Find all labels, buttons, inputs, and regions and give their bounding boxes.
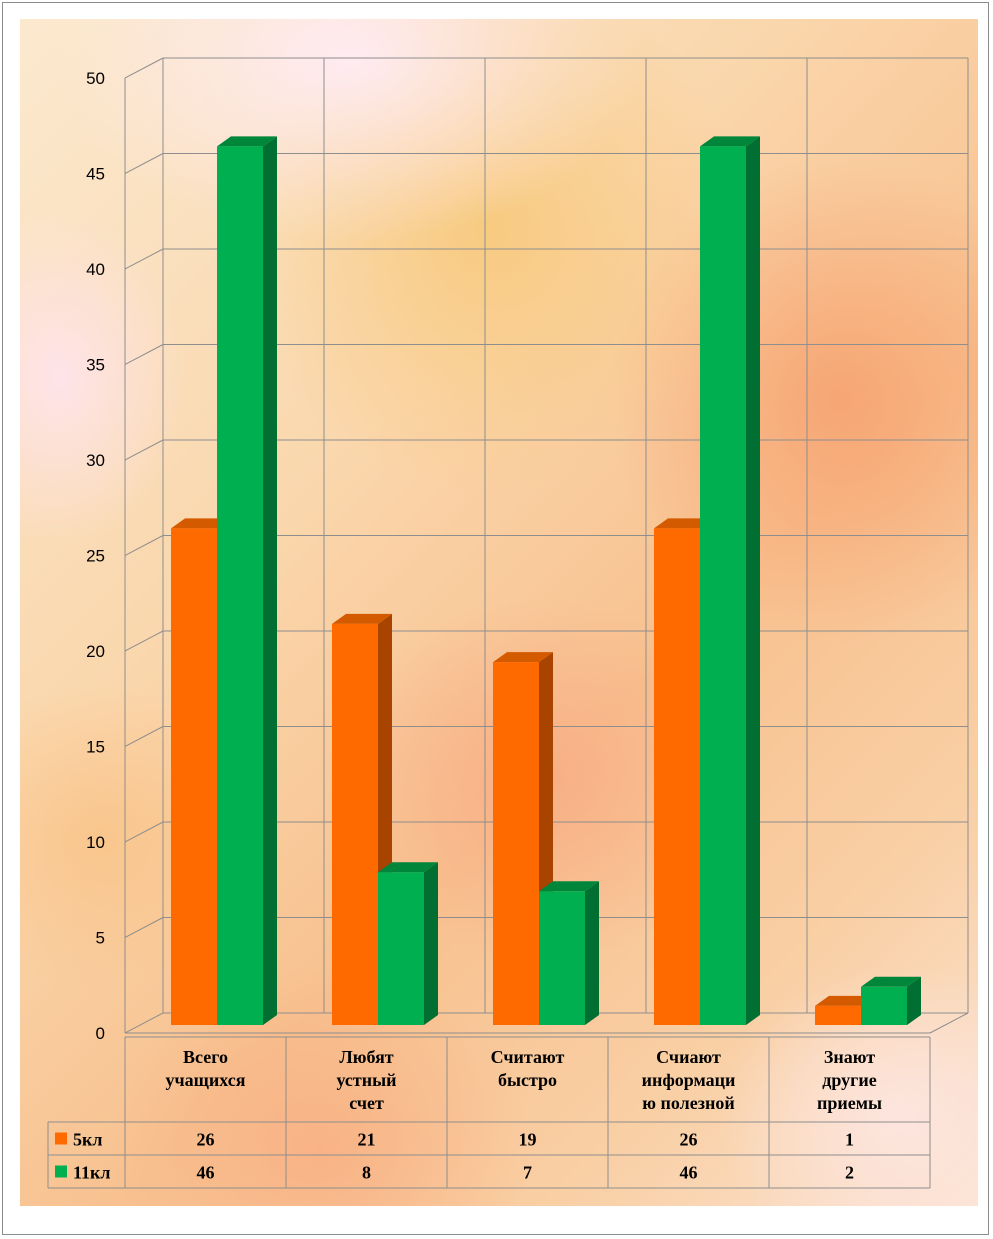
y-tick-label: 50	[86, 69, 105, 88]
bar-top	[493, 652, 553, 663]
category-label: быстро	[498, 1070, 557, 1090]
bar-top	[217, 136, 277, 147]
category-label: Счиают	[656, 1047, 721, 1067]
category-label: устный	[336, 1070, 396, 1090]
category-label: учащихся	[166, 1070, 246, 1090]
category-label: счет	[349, 1093, 384, 1113]
y-tick-label: 5	[96, 929, 105, 948]
bar-top	[861, 976, 921, 987]
gridline-side	[124, 1012, 164, 1034]
bar-front	[493, 662, 539, 1025]
legend-swatch	[55, 1165, 67, 1178]
y-tick-label: 15	[86, 738, 105, 757]
bar-top	[171, 518, 231, 529]
legend-label: 5кл	[73, 1130, 102, 1150]
bar-11кл-4	[861, 976, 921, 1025]
bar-front	[815, 1005, 861, 1025]
bar-front	[700, 146, 746, 1025]
bar-top	[700, 136, 760, 147]
y-tick-label: 35	[86, 356, 105, 375]
bar-front	[332, 623, 378, 1025]
data-label: 7	[523, 1163, 532, 1183]
category-label: приемы	[817, 1093, 882, 1113]
grid	[124, 57, 969, 1034]
gridline-side	[124, 344, 164, 365]
data-label: 19	[519, 1130, 537, 1150]
data-label: 2	[845, 1163, 854, 1183]
category-label: ю полезной	[642, 1093, 734, 1113]
gridline-side	[124, 535, 164, 556]
y-axis-ticks: 0 5 10 15 20 25 30 35 40 45 50	[86, 69, 105, 1043]
bar-front	[171, 528, 217, 1025]
bar-top	[815, 995, 875, 1006]
gridline-side	[124, 153, 164, 174]
gridline-side	[124, 917, 164, 938]
bar-11кл-1	[378, 862, 438, 1025]
bar-side	[424, 862, 438, 1025]
category-label: Знают	[824, 1047, 875, 1067]
floor-right-edge	[929, 1012, 969, 1034]
category-label: Всего	[183, 1047, 228, 1067]
bar-side	[746, 136, 760, 1025]
data-label: 1	[845, 1130, 854, 1150]
gridline-side	[124, 248, 164, 270]
y-tick-label: 10	[86, 833, 105, 852]
gridline-side	[124, 439, 164, 461]
bar-11кл-3	[700, 136, 760, 1025]
bar-side	[907, 976, 921, 1025]
category-label: информаци	[642, 1070, 736, 1090]
data-label: 8	[362, 1163, 371, 1183]
bar-front	[654, 528, 700, 1025]
y-tick-label: 20	[86, 642, 105, 661]
bar-front	[861, 986, 907, 1025]
data-label: 46	[680, 1163, 698, 1183]
category-label: Считают	[491, 1047, 565, 1067]
y-tick-label: 25	[86, 547, 105, 566]
y-tick-label: 30	[86, 451, 105, 470]
data-label: 26	[197, 1130, 215, 1150]
bar-top	[332, 613, 392, 624]
y-tick-label: 40	[86, 260, 105, 279]
gridline-side	[124, 57, 164, 79]
gridline-side	[124, 630, 164, 652]
category-label: Любят	[339, 1047, 393, 1067]
data-table: Всего учащихся Любят устный счет Считают быстр…	[47, 1036, 931, 1189]
gridline-side	[124, 821, 164, 843]
legend-swatch	[55, 1132, 67, 1145]
y-tick-label: 45	[86, 165, 105, 184]
bar-top	[378, 862, 438, 873]
bar-top	[539, 881, 599, 892]
bar-front	[378, 872, 424, 1025]
bar-11кл-2	[539, 881, 599, 1025]
category-label: другие	[822, 1070, 876, 1090]
bar-side	[585, 881, 599, 1025]
gridline-side	[124, 726, 164, 747]
bar-11кл-0	[217, 136, 277, 1025]
bars	[171, 136, 921, 1025]
legend-label: 11кл	[73, 1163, 110, 1183]
data-label: 26	[680, 1130, 698, 1150]
y-tick-label: 0	[96, 1024, 105, 1043]
data-label: 21	[358, 1130, 376, 1150]
data-label: 46	[197, 1163, 215, 1183]
bar-side	[263, 136, 277, 1025]
bar-front	[539, 891, 585, 1025]
bar-top	[654, 518, 714, 529]
bar-front	[217, 146, 263, 1025]
